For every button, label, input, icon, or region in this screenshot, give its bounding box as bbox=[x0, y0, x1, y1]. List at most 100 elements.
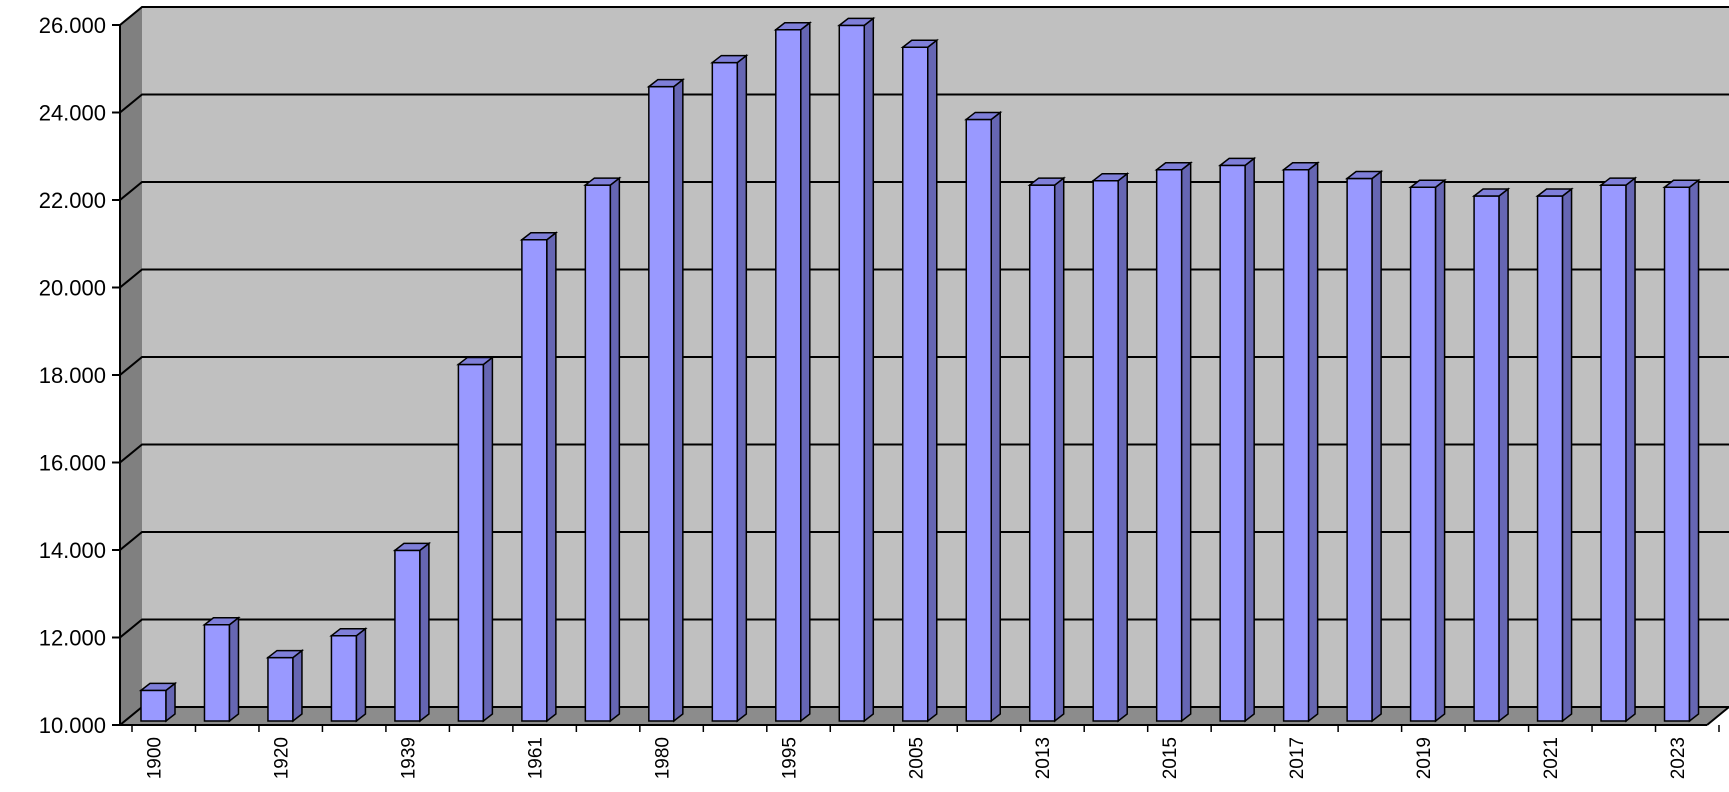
gridline bbox=[119, 93, 1729, 114]
bar-top bbox=[646, 78, 686, 88]
gridline bbox=[119, 6, 1729, 26]
bar-front bbox=[1663, 186, 1691, 722]
bar-side bbox=[1434, 178, 1446, 723]
gridline bbox=[119, 181, 1729, 201]
bar bbox=[646, 78, 686, 723]
bar-side bbox=[1244, 156, 1255, 723]
bar-side bbox=[482, 355, 494, 723]
gridline bbox=[119, 268, 1729, 289]
bar-side bbox=[927, 38, 938, 723]
bar-top bbox=[265, 649, 305, 659]
bar-side bbox=[800, 21, 811, 723]
bar-side bbox=[546, 231, 557, 723]
bar-top bbox=[710, 54, 749, 64]
bar-front bbox=[838, 24, 866, 722]
x-tick-label: 1920 bbox=[271, 737, 292, 779]
bar-front bbox=[1155, 169, 1183, 722]
bars bbox=[138, 16, 1701, 723]
y-tick-label: 14.000 bbox=[39, 538, 106, 563]
gridlines bbox=[119, 6, 1729, 726]
bar-side bbox=[1561, 187, 1573, 723]
x-axis: 1900 1920 1939 1961 1980 1995 2005 2013 2015 2017… bbox=[120, 706, 1729, 779]
bar-front bbox=[584, 184, 612, 722]
bar bbox=[773, 21, 812, 723]
bar-top bbox=[1535, 188, 1574, 197]
bar bbox=[900, 38, 939, 723]
bar-top bbox=[900, 39, 939, 48]
x-tick-label: 2005 bbox=[906, 737, 927, 779]
y-tick-label: 10.000 bbox=[39, 713, 106, 738]
bar-front bbox=[1028, 184, 1056, 722]
bar-front bbox=[1473, 195, 1500, 722]
bar-front bbox=[330, 634, 358, 722]
bar-side bbox=[1307, 161, 1319, 723]
bar bbox=[837, 16, 876, 723]
gridline bbox=[119, 531, 1729, 551]
bar-front bbox=[1219, 164, 1246, 722]
x-tick-label: 2023 bbox=[1668, 737, 1689, 779]
bar-front bbox=[1092, 179, 1119, 722]
bar-top bbox=[1154, 162, 1193, 171]
bar-side bbox=[355, 627, 367, 723]
bar bbox=[583, 176, 622, 723]
bar bbox=[265, 649, 305, 723]
bar bbox=[1471, 187, 1511, 723]
bar-side bbox=[1180, 161, 1192, 723]
bar-top bbox=[519, 232, 559, 241]
bar-top bbox=[837, 17, 876, 27]
bar bbox=[710, 54, 749, 723]
x-tick-label: 1961 bbox=[525, 737, 546, 779]
bar-top bbox=[202, 617, 241, 626]
bar-top bbox=[392, 542, 432, 552]
bar bbox=[456, 355, 495, 723]
bar-top bbox=[964, 111, 1003, 121]
bar bbox=[1598, 176, 1638, 723]
bar-top bbox=[1662, 179, 1701, 188]
bar-front bbox=[1600, 184, 1627, 722]
x-tick-label: 1980 bbox=[652, 737, 673, 779]
bar bbox=[1408, 178, 1447, 723]
x-tick-label: 1900 bbox=[145, 737, 166, 779]
bar-side bbox=[990, 110, 1001, 723]
bar-top bbox=[1217, 157, 1257, 167]
bar-front bbox=[140, 689, 167, 722]
y-tick-label: 24.000 bbox=[39, 101, 106, 126]
bar bbox=[329, 627, 368, 723]
bar-side bbox=[228, 616, 240, 723]
bar-front bbox=[711, 61, 739, 722]
bar-front bbox=[965, 118, 992, 722]
bar-side bbox=[1498, 187, 1509, 723]
bar bbox=[1662, 178, 1701, 723]
bar-top bbox=[1471, 188, 1511, 197]
gridline bbox=[119, 618, 1729, 639]
bar-side bbox=[673, 78, 684, 723]
bar-top bbox=[1091, 172, 1130, 182]
bar-front bbox=[775, 29, 802, 722]
bar-front bbox=[521, 239, 548, 722]
bar-top bbox=[1027, 177, 1066, 186]
bar-front bbox=[902, 46, 929, 722]
y-tick-label: 26.000 bbox=[39, 13, 106, 38]
x-tick-label: 1995 bbox=[779, 737, 800, 779]
bar-front bbox=[457, 363, 485, 722]
bar-side bbox=[292, 649, 303, 723]
bar-side bbox=[609, 176, 621, 723]
bar-top bbox=[1408, 179, 1447, 188]
x-axis-depth-line bbox=[1706, 706, 1729, 726]
bar-top bbox=[329, 627, 368, 637]
bar bbox=[964, 110, 1003, 723]
y-tick-label: 12.000 bbox=[39, 626, 106, 651]
bar-side bbox=[1625, 176, 1636, 723]
bar-top bbox=[1344, 170, 1384, 180]
bar-side bbox=[736, 54, 748, 723]
bar-side bbox=[1371, 169, 1382, 723]
bar bbox=[138, 681, 178, 723]
bar-side bbox=[1688, 178, 1700, 723]
y-tick-label: 16.000 bbox=[39, 451, 106, 476]
x-tick-label: 2013 bbox=[1033, 737, 1054, 779]
bar-top bbox=[773, 22, 812, 31]
bar bbox=[1344, 169, 1384, 723]
bar-side bbox=[1053, 176, 1065, 723]
x-tick-label: 2015 bbox=[1160, 737, 1181, 779]
x-tick-label: 2017 bbox=[1287, 737, 1308, 779]
